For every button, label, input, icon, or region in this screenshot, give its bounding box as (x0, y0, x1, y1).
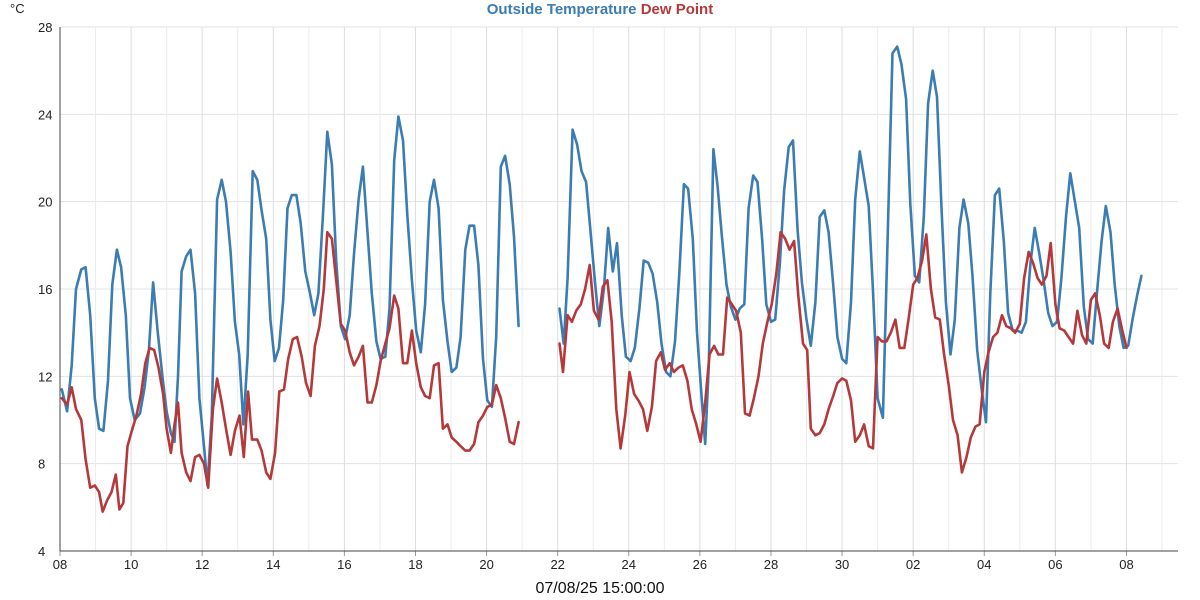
y-tick-label: 16 (38, 282, 52, 297)
x-tick-label: 28 (764, 557, 778, 572)
x-tick-label: 10 (124, 557, 138, 572)
x-tick-label: 30 (835, 557, 849, 572)
x-tick-label: 08 (1119, 557, 1133, 572)
x-tick-label: 22 (550, 557, 564, 572)
y-tick-label: 8 (38, 457, 45, 472)
x-tick-label: 06 (1048, 557, 1062, 572)
legend-dew-point: Dew Point (640, 1, 714, 18)
x-tick-label: 24 (622, 557, 636, 572)
timestamp-footer: 07/08/25 15:00:00 (535, 580, 665, 597)
y-tick-label: 28 (38, 20, 52, 35)
chart-title: Outside Temperature Dew Point (0, 1, 1200, 18)
y-tick-label: 4 (38, 544, 45, 559)
x-tick-label: 02 (906, 557, 920, 572)
x-tick-label: 20 (479, 557, 493, 572)
x-tick-label: 18 (408, 557, 422, 572)
series-line-dew-point (60, 230, 1128, 513)
y-tick-label: 20 (38, 195, 52, 210)
x-tick-label: 08 (53, 557, 67, 572)
y-tick-label: 12 (38, 369, 52, 384)
x-tick-label: 04 (977, 557, 991, 572)
y-axis-unit: °C (10, 1, 25, 16)
x-tick-label: 16 (337, 557, 351, 572)
x-tick-label: 26 (693, 557, 707, 572)
x-tick-label: 14 (266, 557, 280, 572)
legend-outside-temperature: Outside Temperature (486, 1, 637, 18)
y-tick-label: 24 (38, 107, 52, 122)
series-line-outside-temperature (60, 45, 1143, 487)
x-tick-label: 12 (195, 557, 209, 572)
